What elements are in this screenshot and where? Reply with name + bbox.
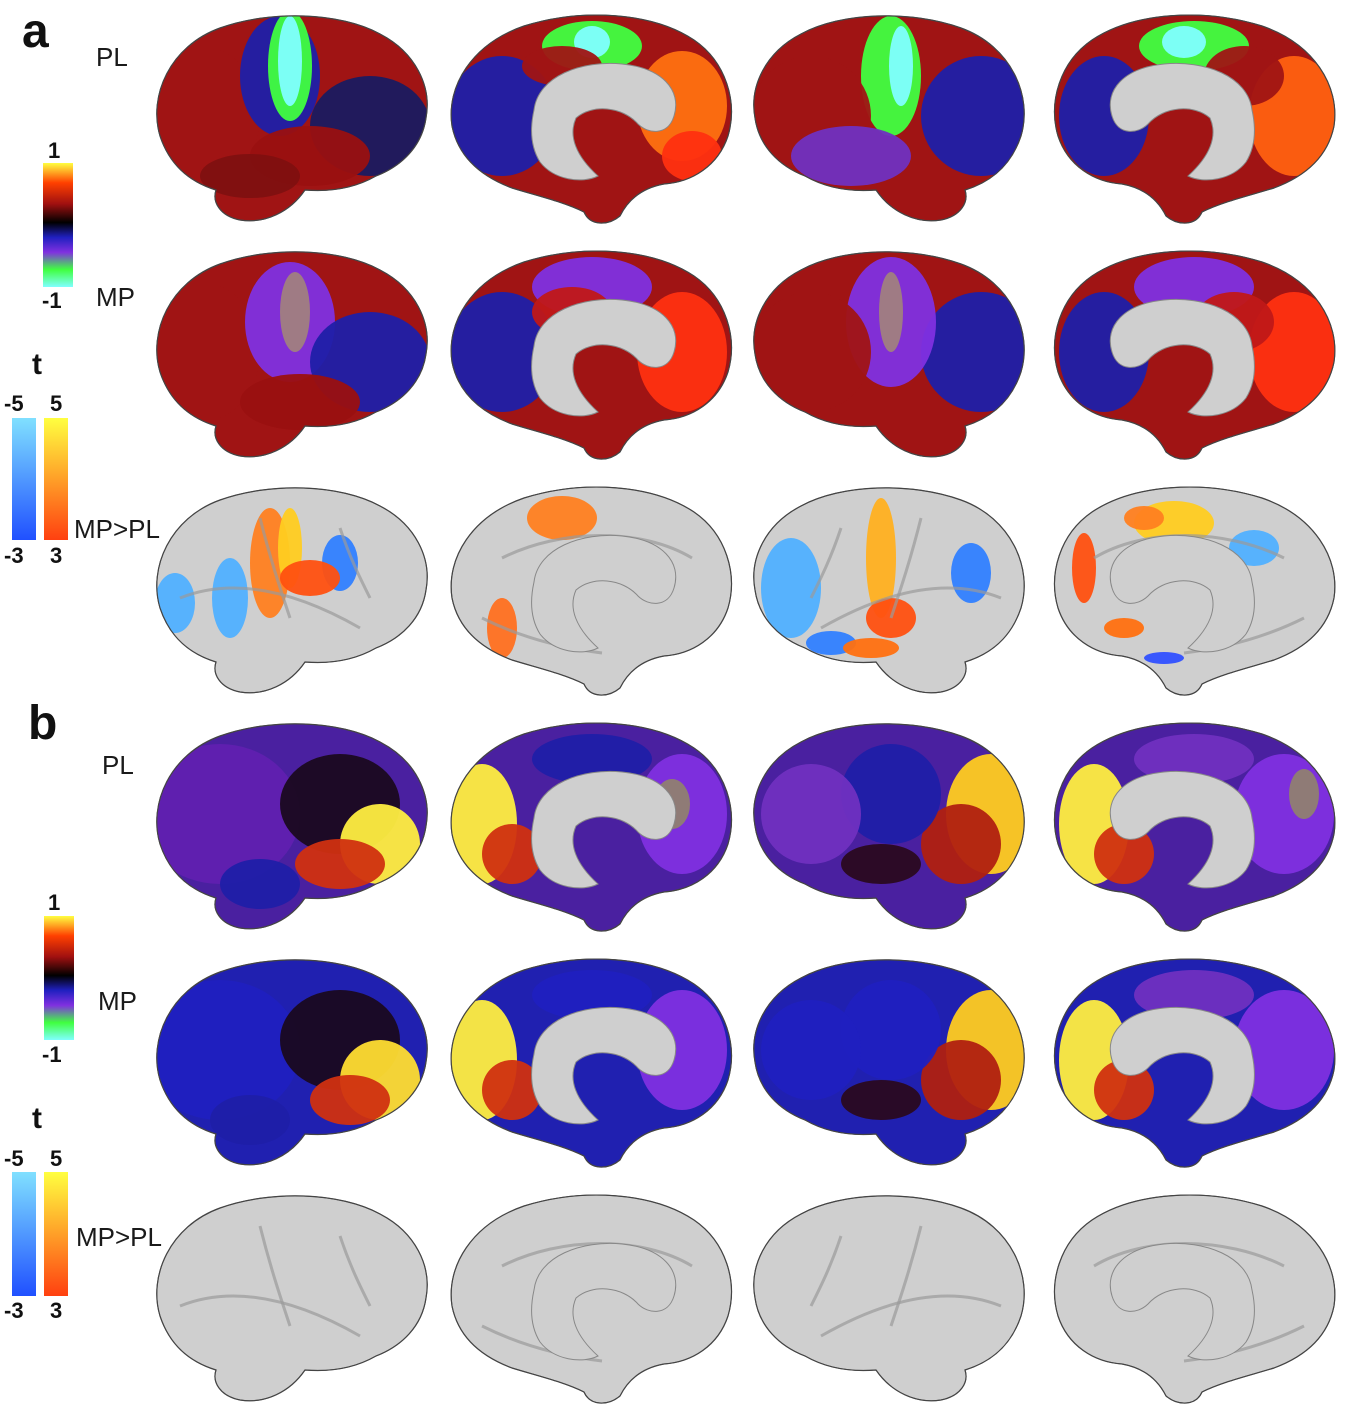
corr-colorbar-a-min: -1 — [42, 288, 62, 313]
row-label-a-mp-gt-pl: MP>PL — [74, 514, 160, 544]
brain-b-mp-left-lateral — [140, 950, 436, 1176]
panel-letter-a: a — [22, 5, 49, 58]
brain-a-pl-right-lateral — [745, 6, 1041, 232]
row-label-b-mp-gt-pl: MP>PL — [76, 1222, 162, 1252]
row-label-a-mp: MP — [96, 282, 135, 312]
t-colorbar-a-pos-bottom: 3 — [50, 543, 63, 568]
corr-colorbar-a-max: 1 — [48, 138, 61, 163]
corr-colorbar-b — [44, 916, 74, 1040]
brain-a-mp-right-lateral — [745, 242, 1041, 468]
t-colorbar-a-neg-top: -5 — [4, 391, 24, 416]
t-colorbar-b-neg-bottom: -3 — [4, 1298, 24, 1323]
brain-a-pl-right-medial — [1048, 6, 1344, 232]
t-colorbar-b-pos-bottom: 3 — [50, 1298, 63, 1323]
brain-b-mp-right-medial — [1048, 950, 1344, 1176]
t-colorbar-b-neg-top: -5 — [4, 1146, 24, 1171]
row-label-a-pl: PL — [96, 42, 128, 72]
corr-colorbar-a — [43, 163, 73, 287]
brain-a-pl-left-medial — [442, 6, 738, 232]
t-colorbar-a-positive — [44, 418, 68, 540]
t-colorbar-a-negative — [12, 418, 36, 540]
brain-a-mp-right-medial — [1048, 242, 1344, 468]
panel-letter-b: b — [28, 697, 58, 750]
brain-b-mp-gt-pl-left-medial — [442, 1186, 738, 1412]
brain-b-mp-gt-pl-left-lateral — [140, 1186, 436, 1412]
t-colorbar-b-negative — [12, 1172, 36, 1296]
brain-b-mp-right-lateral — [745, 950, 1041, 1176]
t-colorbar-a-neg-bottom: -3 — [4, 543, 24, 568]
brain-a-mp-gt-pl-right-medial — [1048, 478, 1344, 704]
brain-b-pl-left-medial — [442, 714, 738, 940]
brain-a-mp-left-medial — [442, 242, 738, 468]
row-label-b-mp: MP — [98, 986, 137, 1016]
t-colorbar-a-pos-top: 5 — [50, 391, 63, 416]
brain-b-mp-gt-pl-right-medial — [1048, 1186, 1344, 1412]
t-colorbar-a-title: t — [32, 348, 42, 381]
brain-b-pl-right-lateral — [745, 714, 1041, 940]
brain-a-mp-gt-pl-left-lateral — [140, 478, 436, 704]
t-colorbar-b-positive — [44, 1172, 68, 1296]
brain-b-pl-left-lateral — [140, 714, 436, 940]
brain-b-pl-right-medial — [1048, 714, 1344, 940]
brain-a-pl-left-lateral — [140, 6, 436, 232]
row-label-b-pl: PL — [102, 750, 134, 780]
brain-a-mp-left-lateral — [140, 242, 436, 468]
brain-b-mp-gt-pl-right-lateral — [745, 1186, 1041, 1412]
corr-colorbar-b-min: -1 — [42, 1042, 62, 1067]
t-colorbar-b-title: t — [32, 1102, 42, 1135]
brain-a-mp-gt-pl-left-medial — [442, 478, 738, 704]
brain-a-mp-gt-pl-right-lateral — [745, 478, 1041, 704]
t-colorbar-b-pos-top: 5 — [50, 1146, 63, 1171]
corr-colorbar-b-max: 1 — [48, 890, 61, 915]
brain-b-mp-left-medial — [442, 950, 738, 1176]
